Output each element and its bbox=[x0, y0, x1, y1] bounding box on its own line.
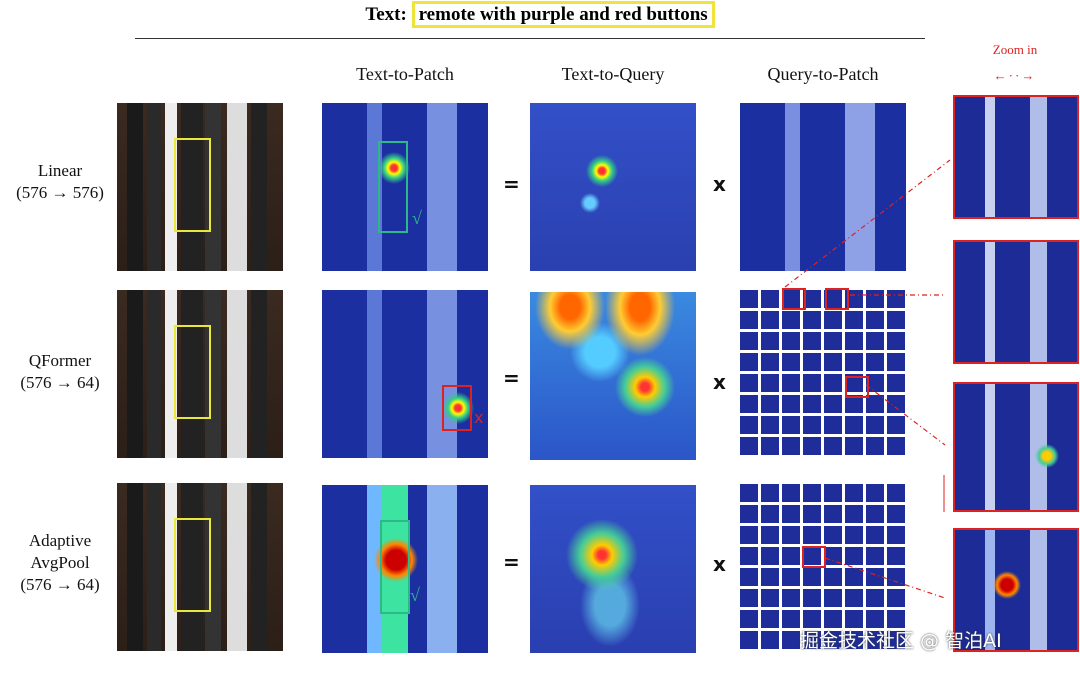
row-label: Adaptive AvgPool (576 → 64) bbox=[5, 530, 115, 596]
photo bbox=[117, 483, 283, 651]
patch-grid bbox=[737, 482, 907, 652]
verdict: √ bbox=[412, 208, 422, 228]
heatmap: √ bbox=[322, 485, 488, 653]
row-label: Linear (576 → 576) bbox=[5, 160, 115, 204]
title-prefix: Text: bbox=[365, 4, 407, 25]
zoom-label: Zoom in bbox=[992, 42, 1038, 57]
zoom-panel bbox=[953, 528, 1079, 652]
equals: = bbox=[503, 366, 520, 390]
verdict: √ bbox=[410, 585, 420, 605]
heatmap bbox=[530, 103, 696, 271]
column-header: Text-to-Patch bbox=[356, 64, 454, 84]
zoom-panel bbox=[953, 95, 1079, 219]
column-header: Text-to-Query bbox=[561, 64, 665, 84]
photo bbox=[117, 103, 283, 271]
heatmap bbox=[530, 292, 696, 460]
row-name: Adaptive AvgPool bbox=[28, 531, 92, 572]
heatmap bbox=[530, 485, 696, 653]
title: Text: remote with purple and red buttons bbox=[0, 1, 1080, 28]
heatmap: √ bbox=[322, 103, 488, 271]
rule bbox=[135, 38, 925, 39]
column-header: Query-to-Patch bbox=[767, 64, 879, 84]
zoom-panel bbox=[953, 382, 1079, 512]
photo bbox=[117, 290, 283, 458]
patch-grid bbox=[737, 288, 907, 458]
zoom-arrow: ←··→ bbox=[993, 68, 1037, 83]
equals: = bbox=[503, 172, 520, 196]
verdict: x bbox=[474, 408, 484, 427]
times: x bbox=[713, 172, 726, 196]
heatmap: x bbox=[322, 290, 488, 458]
query-text: remote with purple and red buttons bbox=[411, 1, 715, 28]
row-ratio: (576 → 64) bbox=[20, 575, 100, 594]
heatmap bbox=[740, 103, 906, 271]
zoom-panel bbox=[953, 240, 1079, 364]
times: x bbox=[713, 552, 726, 576]
row-name: Linear bbox=[37, 161, 83, 180]
equals: = bbox=[503, 550, 520, 574]
times: x bbox=[713, 370, 726, 394]
row-ratio: (576 → 64) bbox=[20, 373, 100, 392]
row-label: QFormer (576 → 64) bbox=[5, 350, 115, 394]
row-name: QFormer bbox=[28, 351, 92, 370]
row-ratio: (576 → 576) bbox=[16, 183, 104, 202]
watermark: 掘金技术社区 @ 智泊AI bbox=[800, 630, 1002, 652]
